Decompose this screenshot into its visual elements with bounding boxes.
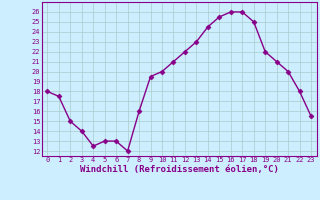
X-axis label: Windchill (Refroidissement éolien,°C): Windchill (Refroidissement éolien,°C) — [80, 165, 279, 174]
